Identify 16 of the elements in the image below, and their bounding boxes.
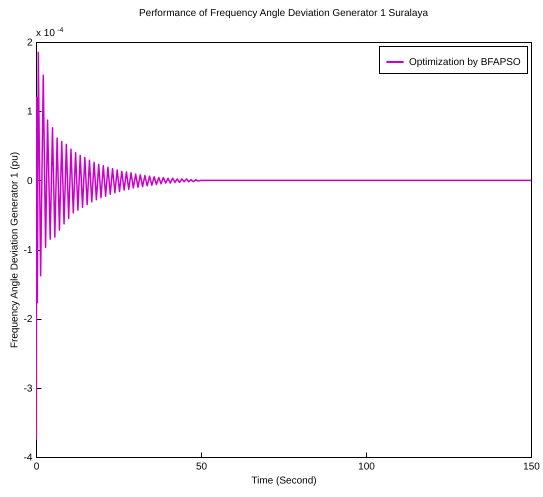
x-tick-label: 100: [358, 462, 376, 472]
x-tick-label: 50: [196, 462, 208, 472]
y-tick-label: -2: [24, 314, 33, 326]
y-tick-label: 1: [26, 106, 33, 118]
y-tick-label: -1: [24, 245, 33, 256]
y-tick-label: -4: [24, 452, 33, 464]
legend-label: Optimization by BFAPSO: [409, 57, 521, 68]
chart-title: Performance of Frequency Angle Deviation Generator 1 Suralaya: [138, 8, 428, 19]
x-axis-title: Time (Second): [251, 476, 317, 486]
y-tick-label: 0: [26, 176, 33, 187]
x-tick-label: 0: [34, 462, 40, 472]
line-series: [36, 52, 531, 440]
y-tick-label: -3: [24, 383, 33, 394]
y-tick-label: 2: [26, 38, 33, 48]
x-tick-label: 150: [523, 462, 540, 472]
y-axis-title: Frequency Angle Deviation Generator 1 (pu): [10, 152, 21, 348]
